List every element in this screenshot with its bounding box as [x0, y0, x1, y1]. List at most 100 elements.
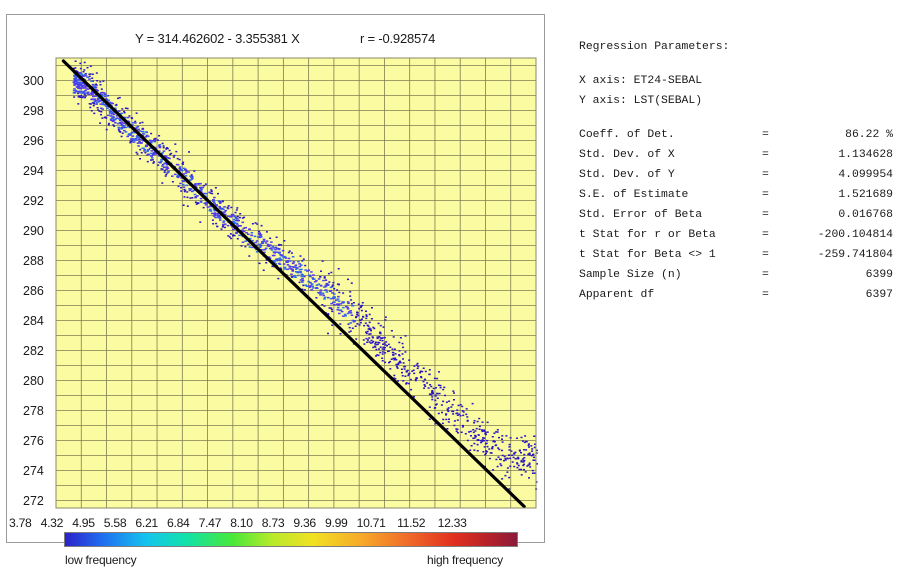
scatter-point	[134, 138, 138, 140]
scatter-point	[261, 249, 265, 251]
scatter-point	[414, 378, 417, 381]
scatter-point	[164, 155, 167, 157]
scatter-point	[171, 175, 174, 177]
scatter-point	[150, 159, 152, 161]
scatter-point	[153, 140, 157, 142]
scatter-point	[384, 344, 387, 346]
scatter-point	[280, 244, 283, 246]
scatter-point	[341, 302, 345, 304]
scatter-point	[392, 354, 394, 356]
scatter-point	[520, 459, 523, 462]
scatter-point	[470, 435, 472, 437]
scatter-point	[453, 392, 455, 394]
scatter-point	[355, 315, 358, 318]
scatter-point	[469, 449, 472, 451]
scatter-point	[508, 454, 511, 456]
scatter-point	[370, 329, 372, 332]
scatter-point	[126, 107, 129, 110]
scatter-point	[165, 148, 168, 150]
scatter-point	[379, 339, 382, 341]
scatter-point	[404, 335, 407, 337]
scatter-point	[473, 420, 476, 422]
scatter-point	[183, 188, 186, 191]
scatter-point	[111, 115, 114, 118]
scatter-point	[441, 422, 444, 425]
scatter-point	[527, 464, 530, 466]
scatter-point	[167, 170, 170, 173]
scatter-point	[106, 107, 109, 110]
scatter-point	[438, 392, 441, 395]
scatter-point	[73, 96, 76, 98]
scatter-point	[218, 217, 222, 219]
scatter-point	[480, 439, 483, 442]
scatter-point	[212, 215, 216, 217]
scatter-point	[399, 337, 402, 339]
scatter-point	[428, 373, 431, 376]
scatter-point	[288, 260, 292, 262]
scatter-point	[370, 339, 373, 342]
scatter-point	[461, 405, 464, 408]
scatter-point	[241, 221, 245, 224]
scatter-point	[520, 436, 523, 439]
scatter-point	[301, 260, 304, 262]
scatter-point	[352, 302, 355, 304]
scatter-point	[321, 304, 324, 306]
scatter-point	[331, 284, 334, 286]
scatter-point	[267, 245, 271, 247]
scatter-point	[337, 268, 340, 270]
scatter-point	[448, 400, 451, 402]
param-value: 1.521689	[838, 189, 893, 201]
scatter-point	[455, 430, 458, 432]
scatter-point	[72, 89, 76, 92]
scatter-point	[121, 132, 124, 134]
scatter-point	[300, 268, 303, 271]
scatter-point	[475, 427, 478, 430]
scatter-point	[259, 245, 263, 247]
scatter-point	[274, 246, 278, 249]
regression-line	[61, 59, 526, 509]
scatter-point	[140, 142, 143, 144]
scatter-point	[379, 331, 381, 334]
scatter-point	[299, 255, 302, 257]
scatter-point	[92, 87, 96, 89]
scatter-point	[429, 393, 432, 395]
param-label: Sample Size (n)	[579, 269, 682, 281]
scatter-point	[132, 122, 135, 124]
scatter-point	[392, 357, 395, 360]
scatter-point	[516, 466, 519, 469]
scatter-point	[121, 108, 124, 110]
scatter-point	[128, 115, 131, 117]
scatter-point	[346, 308, 350, 310]
scatter-point	[319, 284, 323, 287]
scatter-point	[365, 310, 367, 312]
scatter-point	[368, 328, 371, 331]
scatter-point	[430, 385, 433, 388]
scatter-point	[269, 247, 272, 250]
scatter-point	[82, 96, 85, 98]
scatter-point	[89, 103, 92, 105]
scatter-point	[303, 289, 306, 291]
scatter-point	[87, 93, 90, 95]
scatter-point	[460, 431, 463, 433]
scatter-point	[74, 75, 77, 77]
param-label: S.E. of Estimate	[579, 189, 689, 201]
scatter-point	[117, 127, 121, 129]
scatter-point	[130, 124, 134, 126]
scatter-point	[176, 157, 179, 160]
scatter-point	[488, 448, 491, 450]
scatter-point	[232, 235, 234, 237]
scatter-point	[483, 439, 485, 442]
scatter-point	[439, 386, 442, 389]
scatter-point	[393, 359, 396, 361]
scatter-point	[374, 341, 377, 343]
scatter-point	[291, 270, 295, 272]
scatter-point	[76, 90, 80, 93]
scatter-point	[160, 168, 163, 170]
scatter-point	[131, 139, 134, 141]
scatter-point	[495, 444, 498, 446]
scatter-point	[357, 314, 360, 317]
scatter-point	[335, 299, 338, 301]
scatter-point	[465, 408, 468, 410]
scatter-point	[525, 449, 528, 451]
scatter-point	[315, 284, 319, 286]
